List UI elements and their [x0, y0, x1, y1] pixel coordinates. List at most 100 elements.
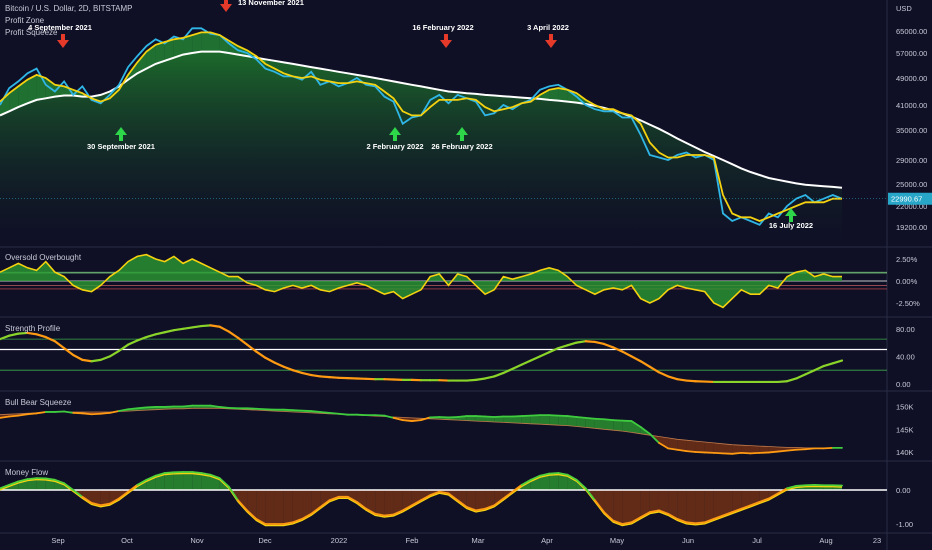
squeeze-fill-segment [155, 42, 165, 64]
squeeze-fast-segment [639, 426, 651, 435]
indicator-profit-squeeze[interactable]: Profit Squeeze [5, 28, 58, 37]
pane-axis-tick: 80.00 [896, 325, 915, 334]
moneyflow-fill-segment [475, 490, 486, 511]
moneyflow-fill-segment [558, 473, 568, 490]
strength-segment [493, 371, 505, 378]
strength-segment [520, 359, 532, 366]
pane-axis-tick: 150K [896, 403, 914, 412]
squeeze-fill-segment [723, 443, 733, 454]
moneyflow-fill-segment [485, 490, 495, 509]
strength-segment [612, 346, 624, 353]
squeeze-fast-segment [410, 419, 422, 422]
annotation-label: 3 April 2022 [527, 23, 569, 32]
buy-arrow-icon [115, 127, 127, 141]
moneyflow-segment [621, 521, 633, 525]
moneyflow-segment [319, 499, 331, 508]
squeeze-fill-segment [585, 417, 595, 429]
moneyflow-segment [246, 509, 258, 520]
moneyflow-segment [209, 473, 221, 480]
moneyflow-segment [722, 511, 734, 517]
moneyflow-fill-segment [384, 490, 394, 516]
moneyflow-fill-segment [622, 490, 632, 524]
strength-segment [117, 343, 130, 352]
strength-segment [291, 369, 304, 375]
moneyflow-segment [301, 512, 313, 520]
symbol-title: Bitcoin / U.S. Dollar, 2D, BITSTAMP [5, 4, 133, 13]
moneyflow-segment [26, 477, 38, 481]
squeeze-fill-segment [713, 442, 724, 454]
moneyflow-segment [374, 512, 386, 517]
pane-title: Oversold Overbought [5, 253, 82, 262]
strength-segment [319, 375, 331, 379]
squeeze-fast-segment [786, 448, 798, 452]
moneyflow-segment [136, 478, 148, 486]
moneyflow-segment [383, 513, 395, 517]
squeeze-fill-segment [549, 415, 559, 426]
strength-segment [35, 333, 47, 339]
squeeze-fast-segment [319, 411, 331, 414]
squeeze-fast-segment [136, 406, 148, 410]
moneyflow-fill-segment [265, 490, 275, 524]
strength-segment [474, 377, 487, 381]
last-price-tag [888, 192, 932, 205]
moneyflow-segment [328, 495, 340, 502]
time-axis-label: Apr [541, 536, 553, 545]
moneyflow-fill-segment [732, 490, 742, 513]
moneyflow-segment [731, 507, 743, 513]
squeeze-fill-segment [137, 51, 147, 74]
squeeze-fast-segment [648, 432, 660, 444]
squeeze-fill-segment [750, 445, 760, 454]
moneyflow-segment [694, 521, 706, 525]
squeeze-fast-segment [566, 415, 578, 418]
moneyflow-segment [447, 492, 459, 502]
squeeze-fill-segment [173, 37, 184, 58]
squeeze-fill-segment [631, 421, 641, 434]
squeeze-fast-segment [35, 411, 47, 415]
squeeze-fill-segment [192, 32, 202, 53]
price-axis-tick: 57000.00 [896, 49, 927, 58]
moneyflow-segment [118, 490, 130, 500]
moneyflow-segment [786, 485, 798, 490]
strength-segment [310, 373, 322, 378]
moneyflow-fill-segment [658, 490, 669, 514]
strength-segment [282, 365, 294, 372]
moneyflow-fill-segment [549, 473, 559, 490]
moneyflow-segment [685, 521, 697, 525]
strength-segment [172, 327, 185, 332]
moneyflow-segment [667, 512, 679, 520]
squeeze-fast-segment [584, 416, 596, 420]
squeeze-fast-segment [218, 406, 230, 409]
squeeze-fill-segment [530, 415, 540, 425]
moneyflow-segment [484, 504, 496, 510]
strength-segment [72, 353, 84, 361]
squeeze-fill-segment [210, 32, 220, 52]
price-axis-tick: 41000.00 [896, 101, 927, 110]
strength-segment [648, 365, 661, 374]
strength-segment [657, 371, 670, 378]
moneyflow-fill-segment [713, 490, 724, 519]
time-axis-label: Jun [682, 536, 694, 545]
moneyflow-segment [200, 472, 212, 476]
moneyflow-segment [255, 518, 267, 525]
moneyflow-segment [475, 507, 486, 512]
moneyflow-segment [648, 509, 660, 513]
moneyflow-segment [8, 480, 20, 486]
annotation-label: 16 February 2022 [412, 23, 473, 32]
moneyflow-fill-segment [631, 490, 641, 523]
strength-segment [465, 378, 478, 382]
pane-axis-tick: 140K [896, 448, 914, 457]
moneyflow-fill-segment [750, 490, 760, 506]
strength-segment [639, 360, 651, 368]
strength-segment [813, 364, 825, 372]
squeeze-fill-segment [539, 415, 550, 425]
moneyflow-fill-segment [421, 490, 431, 501]
squeeze-fill-segment [686, 440, 696, 452]
squeeze-fast-segment [8, 414, 20, 418]
indicator-profit-zone[interactable]: Profit Zone [5, 16, 45, 25]
moneyflow-fill-segment [668, 490, 678, 519]
strength-segment [822, 362, 834, 368]
moneyflow-fill-segment [201, 473, 211, 490]
strength-segment [621, 350, 633, 358]
price-axis-tick: 65000.00 [896, 27, 927, 36]
